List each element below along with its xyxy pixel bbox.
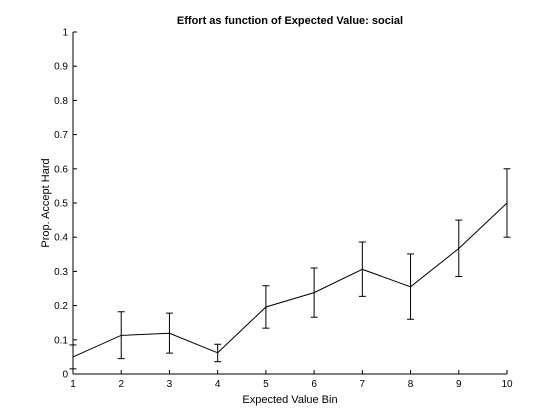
data-point: [409, 286, 412, 288]
y-tick-label: 0.6: [54, 164, 68, 175]
x-tick-label: 2: [118, 379, 124, 390]
series-lines: [72, 202, 508, 358]
y-tick-label: 0.2: [54, 301, 68, 312]
x-tick-label: 3: [167, 379, 173, 390]
x-tick-label: 5: [263, 379, 269, 390]
data-point: [72, 356, 74, 358]
y-tick-label: 0.1: [54, 335, 68, 346]
chart-title: Effort as function of Expected Value: so…: [177, 15, 403, 27]
y-tick-label: 0.7: [54, 130, 68, 141]
x-ticks: 1 2 3 4 5 6 7 8 9 10: [70, 370, 513, 390]
data-point: [361, 268, 363, 270]
error-bars: [69, 168, 511, 370]
x-tick-label: 7: [360, 379, 366, 390]
series-line: [72, 202, 508, 358]
x-tick-label: 6: [311, 379, 317, 390]
axes: [72, 32, 507, 375]
y-tick-label: 0.4: [54, 233, 68, 244]
x-tick-label: 9: [456, 379, 462, 390]
x-tick-label: 4: [215, 379, 221, 390]
data-point: [313, 292, 315, 294]
x-axis-label: Expected Value Bin: [242, 394, 337, 406]
y-tick-label: 0.9: [54, 62, 68, 73]
y-tick-label: 0.8: [54, 96, 68, 107]
data-point: [120, 334, 122, 336]
y-ticks: 0 0.1 0.2 0.3 0.4 0.5 0.6 0.7 0.8 0.9 1: [54, 28, 77, 381]
y-tick-label: 1: [62, 28, 68, 39]
y-tick-label: 0: [62, 370, 68, 381]
data-point: [506, 202, 508, 204]
y-tick-label: 0.5: [54, 199, 68, 210]
x-tick-label: 8: [408, 379, 414, 390]
data-point: [168, 332, 171, 334]
data-point: [265, 306, 267, 308]
data-point: [217, 352, 219, 354]
x-tick-label: 10: [501, 379, 513, 390]
x-tick-label: 1: [70, 379, 76, 390]
data-point: [458, 247, 460, 250]
y-tick-label: 0.3: [54, 267, 68, 278]
y-axis-label: Prop. Accept Hard: [40, 158, 52, 247]
